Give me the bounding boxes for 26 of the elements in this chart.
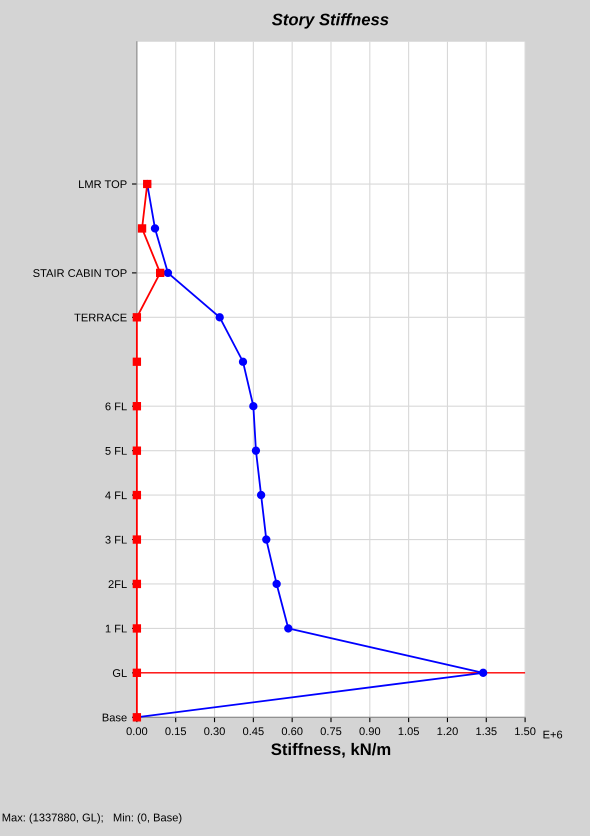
y-tick-label: TERRACE: [74, 314, 127, 322]
chart-title: Story Stiffness: [272, 13, 388, 29]
x-tick-label: 0.90: [359, 727, 380, 736]
x-axis-title: Stiffness, kN/m: [271, 742, 390, 758]
y-tick-label: 3 FL: [105, 536, 127, 544]
x-tick-label: 1.05: [398, 727, 419, 736]
x-tick-label: 0.60: [282, 727, 303, 736]
y-tick-label: LMR TOP: [79, 180, 127, 188]
text: Max: (1337880, GL); Min: (0, Base): [2, 813, 182, 824]
x-tick-label: 0.45: [242, 727, 264, 736]
y-tick-label: 1 FL: [106, 624, 127, 632]
x-tick-label: 0.30: [204, 727, 225, 736]
y-tick-label: Base: [102, 714, 127, 722]
x-tick-label: 1.35: [476, 727, 497, 736]
x-tick-label: 1.50: [515, 727, 536, 736]
y-tick-label: GL: [112, 669, 127, 677]
y-tick-label: 6 FL: [105, 402, 127, 410]
y-tick-label: 2FL: [108, 580, 127, 588]
x-tick-label: 0.75: [320, 727, 342, 736]
y-tick-label: STAIR CABIN TOP: [33, 269, 127, 278]
x-tick-label: 1.20: [437, 727, 458, 736]
text: E+6: [543, 730, 562, 739]
y-tick-label: 5 FL: [105, 447, 127, 455]
x-tick-label: 0.00: [126, 727, 148, 736]
y-tick-label: 4 FL: [105, 491, 127, 500]
x-tick-label: 0.15: [165, 727, 186, 736]
